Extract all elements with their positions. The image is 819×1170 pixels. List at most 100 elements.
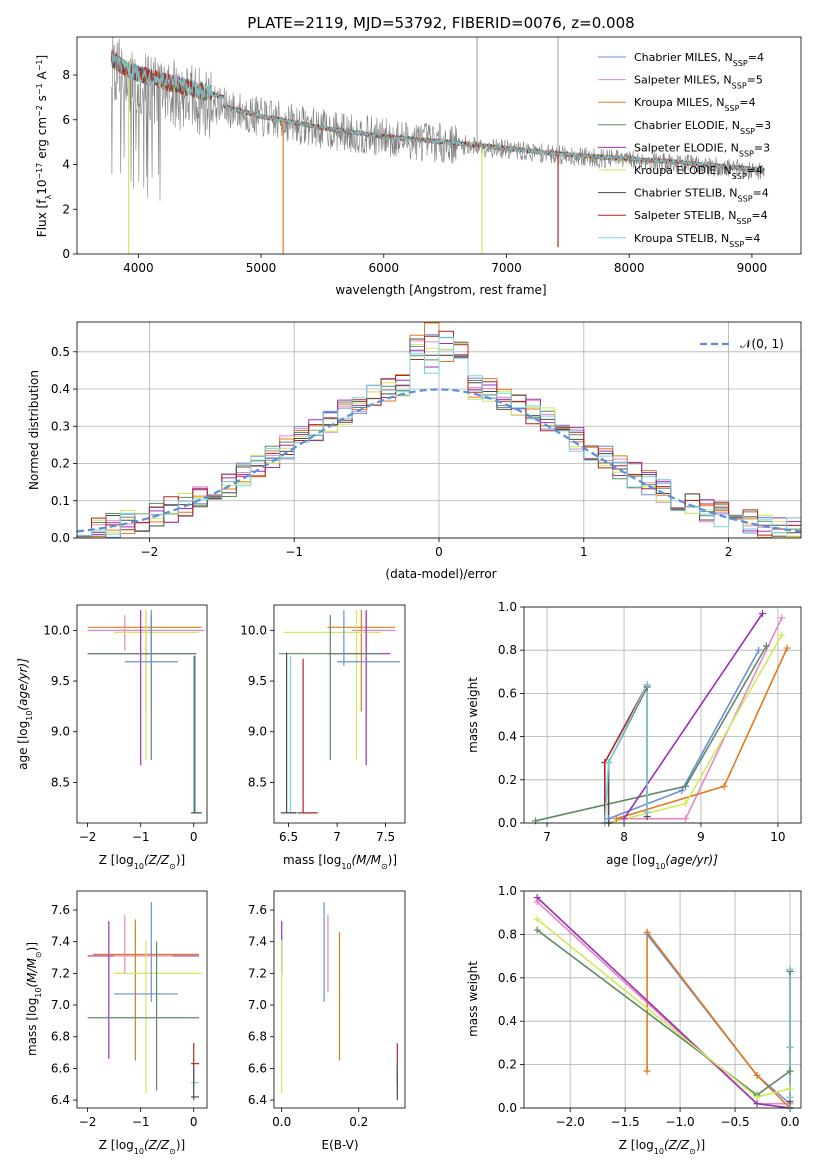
axes-frame xyxy=(76,36,802,255)
y-tick-label: 6.4 xyxy=(248,1093,267,1107)
x-tick-label: 9000 xyxy=(737,261,768,275)
label-part: −17 xyxy=(35,163,44,180)
label-part: Kroupa ELODIE, N xyxy=(634,164,732,177)
y-tick-label: 6.6 xyxy=(248,1061,267,1075)
legend-entry: Salpeter STELIB, NSSP=4 xyxy=(634,209,768,226)
label-part: (Z/Z xyxy=(144,853,170,867)
x-tick-label: 0 xyxy=(190,1115,198,1129)
label-part: =4 xyxy=(753,187,769,200)
label-part: 10 xyxy=(134,862,144,871)
label-part: Salpeter MILES, N xyxy=(634,74,732,87)
label-part: Z [log xyxy=(619,1138,654,1152)
x-tick-label: 2 xyxy=(725,545,733,559)
plot-area xyxy=(87,610,205,814)
legend-entry: Salpeter MILES, NSSP=5 xyxy=(634,74,763,91)
x-tick-label: 1 xyxy=(580,545,588,559)
x-tick-label: 6.5 xyxy=(279,830,298,844)
label-part: (Z/Z xyxy=(664,1138,690,1152)
y-tick-label: 7.4 xyxy=(51,935,70,949)
axes-age-vs-mass: 6.5 7 7.5 8.5 9.0 9.5 10.0 mass [log10(M/M⊙)] xyxy=(240,604,406,871)
weight-marker xyxy=(678,787,686,795)
x-axis-label: Z [log10(Z/Z⊙)] xyxy=(99,1138,185,1156)
plot-area xyxy=(535,613,788,823)
x-axis-label: age [log10(age/yr)] xyxy=(606,853,718,871)
weight-line xyxy=(535,645,768,822)
legend-entry: 𝒩(0, 1) xyxy=(740,337,784,351)
weight-marker xyxy=(755,646,763,654)
y-tick-label: 0.4 xyxy=(498,730,517,744)
y-tick-label: 9.5 xyxy=(248,674,267,688)
x-tick-label: 7 xyxy=(543,830,551,844)
label-part: SSP xyxy=(733,59,748,68)
x-tick-label: 7.5 xyxy=(376,830,395,844)
x-tick-label: −2 xyxy=(141,545,159,559)
axes-frame xyxy=(523,606,802,824)
weight-line xyxy=(604,684,648,823)
y-tick-label: 9.0 xyxy=(248,725,267,739)
label-part: ⊙ xyxy=(34,951,43,958)
weight-line xyxy=(608,649,760,820)
label-part: Z [log xyxy=(99,853,134,867)
weight-marker xyxy=(682,800,690,808)
axes-frame xyxy=(76,890,208,1109)
y-tick-label: 4 xyxy=(62,158,70,172)
legend-entry: Chabrier MILES, NSSP=4 xyxy=(634,51,764,68)
x-tick-label: 5000 xyxy=(246,261,277,275)
label-part: −1 xyxy=(35,59,44,71)
label-part: SSP xyxy=(732,81,747,90)
label-part: Z [log xyxy=(99,1138,134,1152)
x-axis-label: Z [log10(Z/Z⊙)] xyxy=(99,853,185,871)
label-part: λ xyxy=(44,195,53,200)
label-part: Chabrier ELODIE, N xyxy=(634,119,740,132)
y-tick-label: 1.0 xyxy=(498,884,517,898)
label-part: 10 xyxy=(341,862,351,871)
legend-entry: Chabrier STELIB, NSSP=4 xyxy=(634,187,769,204)
weight-marker xyxy=(720,782,728,790)
label-part: ⊙ xyxy=(169,862,176,871)
x-tick-label: 10 xyxy=(770,830,785,844)
label-part: 10 xyxy=(134,1147,144,1156)
plot-area xyxy=(278,610,401,814)
label-part: ⊙ xyxy=(689,1147,696,1156)
weight-marker xyxy=(533,915,541,923)
spectrum-model-line xyxy=(111,53,765,173)
weight-marker xyxy=(786,1093,794,1101)
x-axis-label: wavelength [Angstrom, rest frame] xyxy=(335,283,546,297)
y-tick-label: 0.6 xyxy=(498,971,517,985)
label-part: Flux [f xyxy=(35,199,49,237)
x-tick-label: −2.0 xyxy=(556,1115,585,1129)
label-part: SSP xyxy=(736,217,751,226)
figure-title: PLATE=2119, MJD=53792, FIBERID=0076, z=0… xyxy=(247,14,634,32)
plot-area xyxy=(111,37,765,254)
y-tick-label: 0.2 xyxy=(498,773,517,787)
weight-marker xyxy=(620,815,628,823)
y-tick-label: 8 xyxy=(62,68,70,82)
x-tick-label: −1.5 xyxy=(611,1115,640,1129)
y-tick-label: 0.0 xyxy=(498,1101,517,1115)
y-tick-label: 0.2 xyxy=(498,1058,517,1072)
y-tick-label: 6.8 xyxy=(51,1030,70,1044)
y-tick-label: 6.6 xyxy=(51,1061,70,1075)
x-axis-label: E(B-V) xyxy=(321,1138,358,1152)
y-tick-label: 7.2 xyxy=(248,966,267,980)
y-tick-label: 0.6 xyxy=(498,686,517,700)
label-part: =5 xyxy=(747,74,763,87)
label-part: SSP xyxy=(738,194,753,203)
x-tick-label: −0.5 xyxy=(720,1115,749,1129)
y-tick-label: 0.0 xyxy=(498,816,517,830)
weight-marker xyxy=(783,644,791,652)
y-tick-label: 9.5 xyxy=(51,674,70,688)
y-tick-label: 0.0 xyxy=(51,531,70,545)
label-part: ⊙ xyxy=(169,1147,176,1156)
weight-marker xyxy=(643,928,651,936)
legend-entry: Kroupa ELODIE, NSSP=4 xyxy=(634,164,763,181)
y-tick-label: 0.8 xyxy=(498,927,517,941)
label-part: =3 xyxy=(755,119,771,132)
weight-marker xyxy=(753,1093,761,1101)
y-tick-label: 6.8 xyxy=(248,1030,267,1044)
x-tick-label: 0 xyxy=(190,830,198,844)
axes-frame xyxy=(273,604,406,824)
label-part: =4 xyxy=(744,232,760,245)
y-tick-label: 7.2 xyxy=(51,966,70,980)
label-part: (age/yr)] xyxy=(16,658,30,711)
